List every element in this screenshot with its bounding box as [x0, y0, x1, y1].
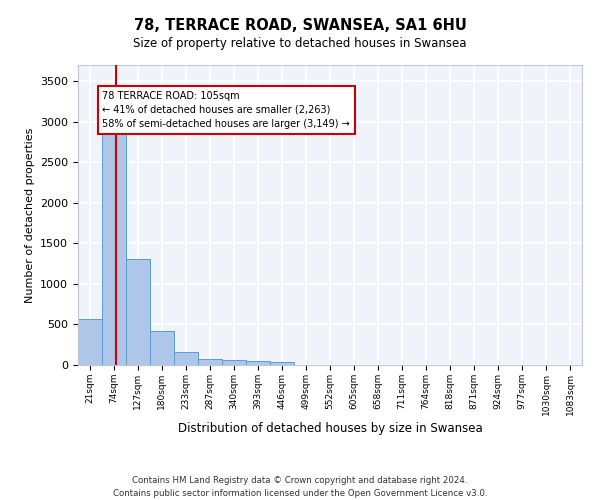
Bar	[222, 360, 246, 365]
Bar	[198, 358, 222, 365]
Text: 78, TERRACE ROAD, SWANSEA, SA1 6HU: 78, TERRACE ROAD, SWANSEA, SA1 6HU	[134, 18, 466, 32]
Bar	[78, 319, 102, 365]
Bar	[126, 259, 150, 365]
Bar	[246, 362, 270, 365]
Bar	[150, 332, 174, 365]
Text: 78 TERRACE ROAD: 105sqm
← 41% of detached houses are smaller (2,263)
58% of semi: 78 TERRACE ROAD: 105sqm ← 41% of detache…	[103, 91, 350, 129]
Bar	[270, 362, 294, 365]
Bar	[174, 352, 198, 365]
Text: Contains HM Land Registry data © Crown copyright and database right 2024.
Contai: Contains HM Land Registry data © Crown c…	[113, 476, 487, 498]
X-axis label: Distribution of detached houses by size in Swansea: Distribution of detached houses by size …	[178, 422, 482, 434]
Bar	[102, 130, 126, 365]
Y-axis label: Number of detached properties: Number of detached properties	[25, 128, 35, 302]
Text: Size of property relative to detached houses in Swansea: Size of property relative to detached ho…	[133, 38, 467, 51]
